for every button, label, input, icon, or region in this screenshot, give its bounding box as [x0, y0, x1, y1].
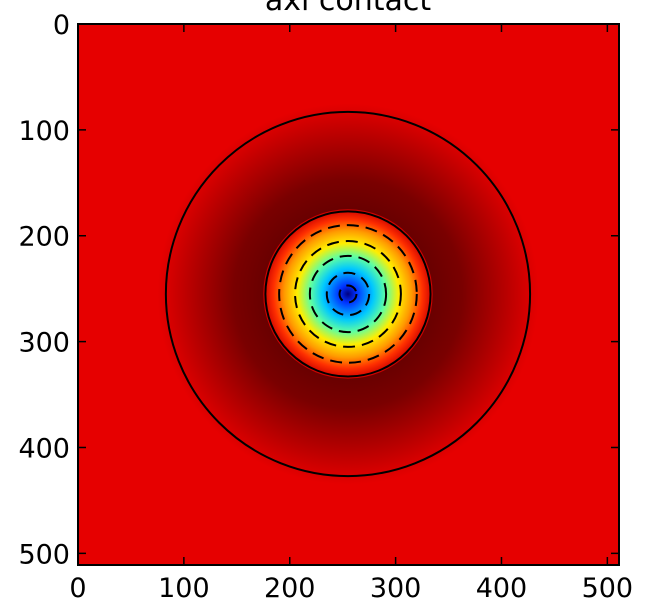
contour-dashed-1 — [294, 240, 402, 348]
x-tick-label: 500 — [582, 573, 634, 604]
y-tick-label: 200 — [18, 222, 70, 253]
y-tick-label: 0 — [53, 10, 70, 41]
x-tick-labels: 0 100 200 300 400 500 — [69, 573, 633, 604]
heatmap-plot-area — [78, 24, 619, 565]
contour-solid-1 — [264, 210, 432, 378]
contour-solid-0 — [164, 110, 532, 478]
x-tick-label: 300 — [370, 573, 422, 604]
x-tick-label: 0 — [69, 573, 86, 604]
x-tick-label: 400 — [476, 573, 528, 604]
contour-lines — [164, 110, 532, 478]
chart-title: axi contact — [265, 0, 432, 18]
y-tick-label: 100 — [18, 116, 70, 147]
contour-dashed-2 — [308, 254, 388, 334]
contour-dashed-3 — [325, 271, 371, 317]
contour-dashed-4 — [338, 284, 358, 304]
plot-frame — [77, 23, 620, 566]
y-tick-labels: 0 100 200 300 400 500 — [18, 10, 70, 570]
x-tick-label: 100 — [158, 573, 210, 604]
contour-dashed-0 — [278, 224, 418, 364]
y-tick-label: 400 — [18, 433, 70, 464]
x-tick-label: 200 — [264, 573, 316, 604]
axis-ticks — [77, 23, 619, 565]
y-tick-label: 300 — [18, 328, 70, 359]
heatmap-core — [263, 209, 433, 379]
y-tick-label: 500 — [18, 539, 70, 570]
